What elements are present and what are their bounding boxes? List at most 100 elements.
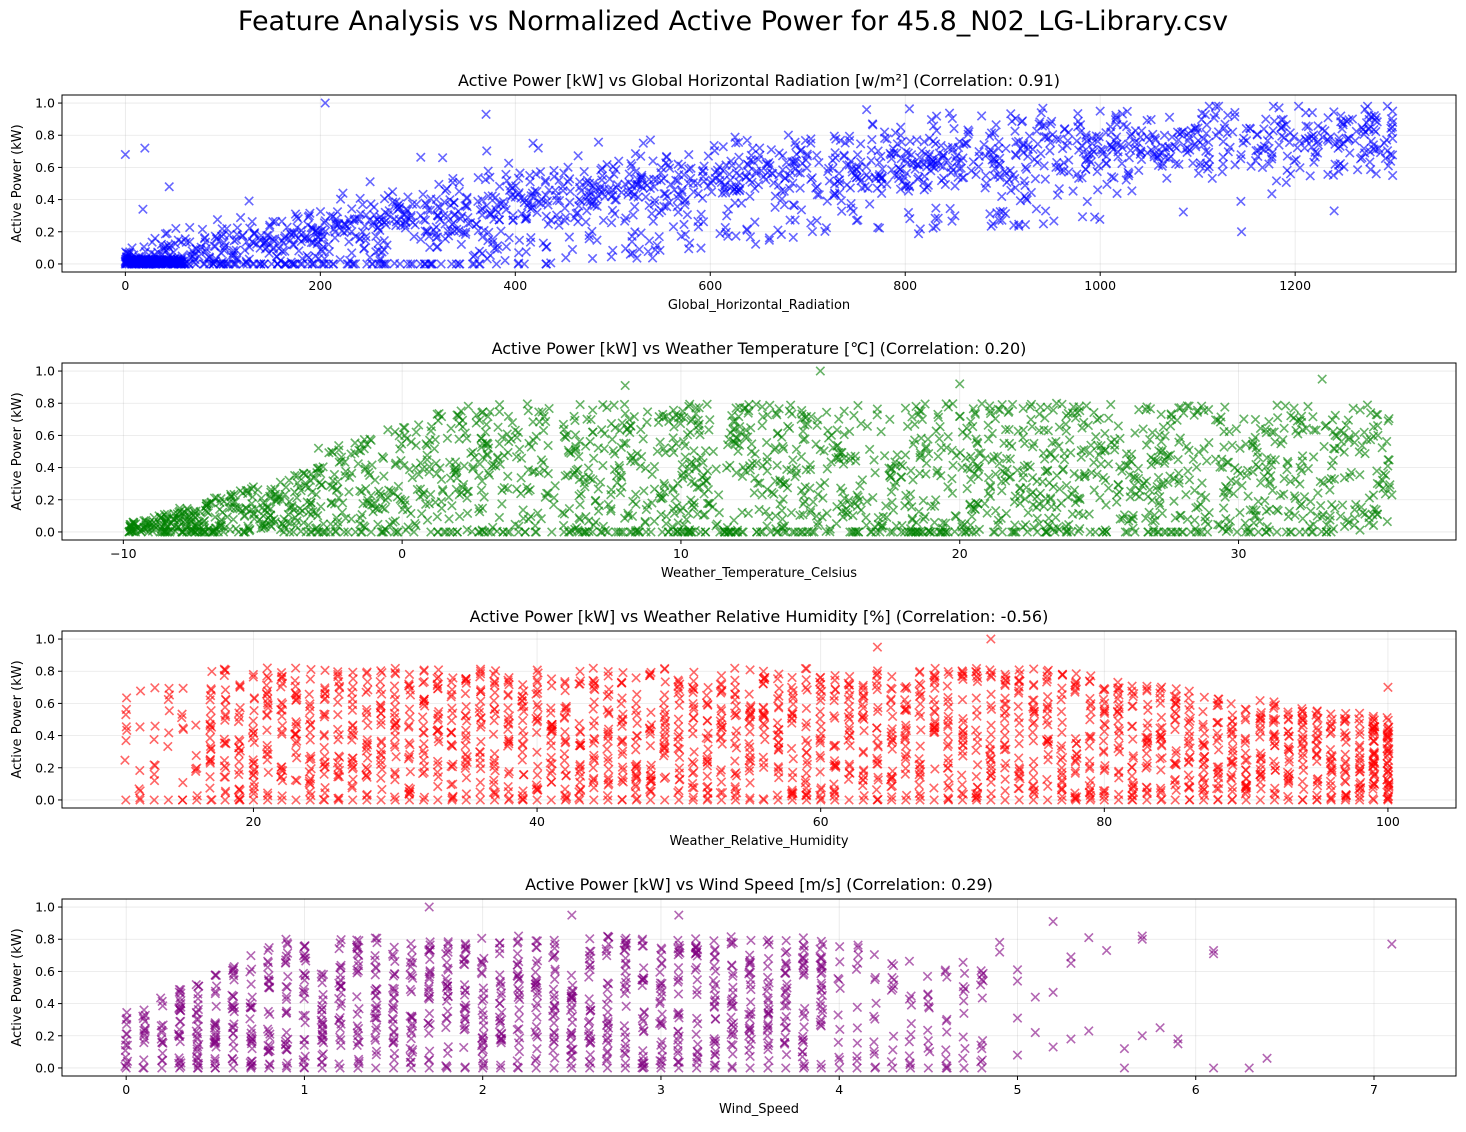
scatter-point	[504, 691, 512, 699]
scatter-point	[735, 162, 743, 170]
scatter-point	[919, 515, 927, 523]
scatter-point	[650, 462, 658, 470]
x-tick-label: 20	[952, 546, 968, 561]
scatter-point	[862, 105, 870, 113]
scatter-points	[121, 635, 1393, 804]
scatter-point	[1324, 170, 1332, 178]
scatter-point	[364, 721, 372, 729]
scatter-point	[504, 704, 512, 712]
scatter-point	[998, 487, 1006, 495]
scatter-point	[1205, 508, 1213, 516]
scatter-point	[582, 218, 590, 226]
x-tick-label: 600	[698, 278, 722, 293]
scatter-point	[1211, 455, 1219, 463]
scatter-point	[544, 220, 552, 228]
scatter-point	[1236, 444, 1244, 452]
scatter-point	[1306, 497, 1314, 505]
scatter-point	[544, 489, 552, 497]
scatter-point	[911, 420, 919, 428]
scatter-point	[250, 695, 258, 703]
scatter-point	[706, 416, 714, 424]
scatter-point	[420, 762, 428, 770]
scatter-point	[206, 715, 214, 723]
scatter-point	[1280, 424, 1288, 432]
scatter-point	[509, 216, 517, 224]
scatter-point	[575, 680, 583, 688]
scatter-point	[1154, 473, 1162, 481]
scatter-point	[857, 506, 865, 514]
scatter-point	[390, 682, 398, 690]
scatter-point	[1318, 375, 1326, 383]
scatter-point	[306, 675, 314, 683]
scatter-point	[594, 507, 602, 515]
scatter-point	[1057, 499, 1065, 507]
scatter-point	[758, 491, 766, 499]
scatter-point	[367, 491, 375, 499]
scatter-point	[1189, 159, 1197, 167]
scatter-point	[1338, 501, 1346, 509]
scatter-point	[920, 186, 928, 194]
scatter-point	[518, 681, 526, 689]
scatter-point	[1242, 440, 1250, 448]
scatter-point	[942, 400, 950, 408]
scatter-point	[988, 456, 996, 464]
scatter-point	[544, 469, 552, 477]
scatter-point	[1218, 168, 1226, 176]
scatter-point	[502, 242, 510, 250]
scatter-point	[248, 217, 256, 225]
scatter-point	[1126, 146, 1134, 154]
scatter-point	[1025, 132, 1033, 140]
scatter-point	[814, 490, 822, 498]
scatter-point	[1110, 446, 1118, 454]
scatter-point	[206, 734, 214, 742]
scatter-point	[913, 136, 921, 144]
scatter-point	[1262, 115, 1270, 123]
scatter-point	[1031, 174, 1039, 182]
scatter-point	[1373, 410, 1381, 418]
scatter-point	[320, 732, 328, 740]
scatter-point	[325, 247, 333, 255]
scatter-point	[629, 211, 637, 219]
scatter-point	[1107, 400, 1115, 408]
scatter-point	[896, 123, 904, 131]
scatter-point	[1220, 443, 1228, 451]
scatter-point	[583, 207, 591, 215]
scatter-point	[139, 205, 147, 213]
scatter-point	[1182, 490, 1190, 498]
scatter-point	[241, 246, 249, 254]
scatter-point	[1182, 442, 1190, 450]
scatter-point	[1365, 513, 1373, 521]
scatter-point	[1032, 503, 1040, 511]
scatter-point	[1021, 521, 1029, 529]
scatter-point	[603, 403, 611, 411]
scatter-point	[886, 415, 894, 423]
scatter-point	[1254, 497, 1262, 505]
scatter-point	[901, 451, 909, 459]
scatter-point	[1002, 144, 1010, 152]
y-axis-label: Active Power (kW)	[10, 392, 25, 510]
scatter-point	[646, 742, 654, 750]
scatter-point	[534, 762, 542, 770]
scatter-point	[1273, 414, 1281, 422]
scatter-point	[1101, 429, 1109, 437]
scatter-point	[463, 509, 471, 517]
scatter-point	[987, 222, 995, 230]
scatter-point	[1125, 154, 1133, 162]
scatter-point	[616, 488, 624, 496]
x-tick-label: 30	[1231, 546, 1247, 561]
scatter-point	[730, 516, 738, 524]
scatter-point	[320, 743, 328, 751]
scatter-point	[391, 732, 399, 740]
scatter-point	[703, 772, 711, 780]
scatter-point	[732, 232, 740, 240]
scatter-point	[1097, 460, 1105, 468]
scatter-point	[1372, 170, 1380, 178]
scatter-point	[797, 453, 805, 461]
scatter-point	[975, 163, 983, 171]
scatter-point	[1378, 444, 1386, 452]
scatter-point	[816, 482, 824, 490]
scatter-point	[645, 237, 653, 245]
scatter-point	[956, 412, 964, 420]
scatter-point	[1158, 509, 1166, 517]
scatter-point	[597, 426, 605, 434]
